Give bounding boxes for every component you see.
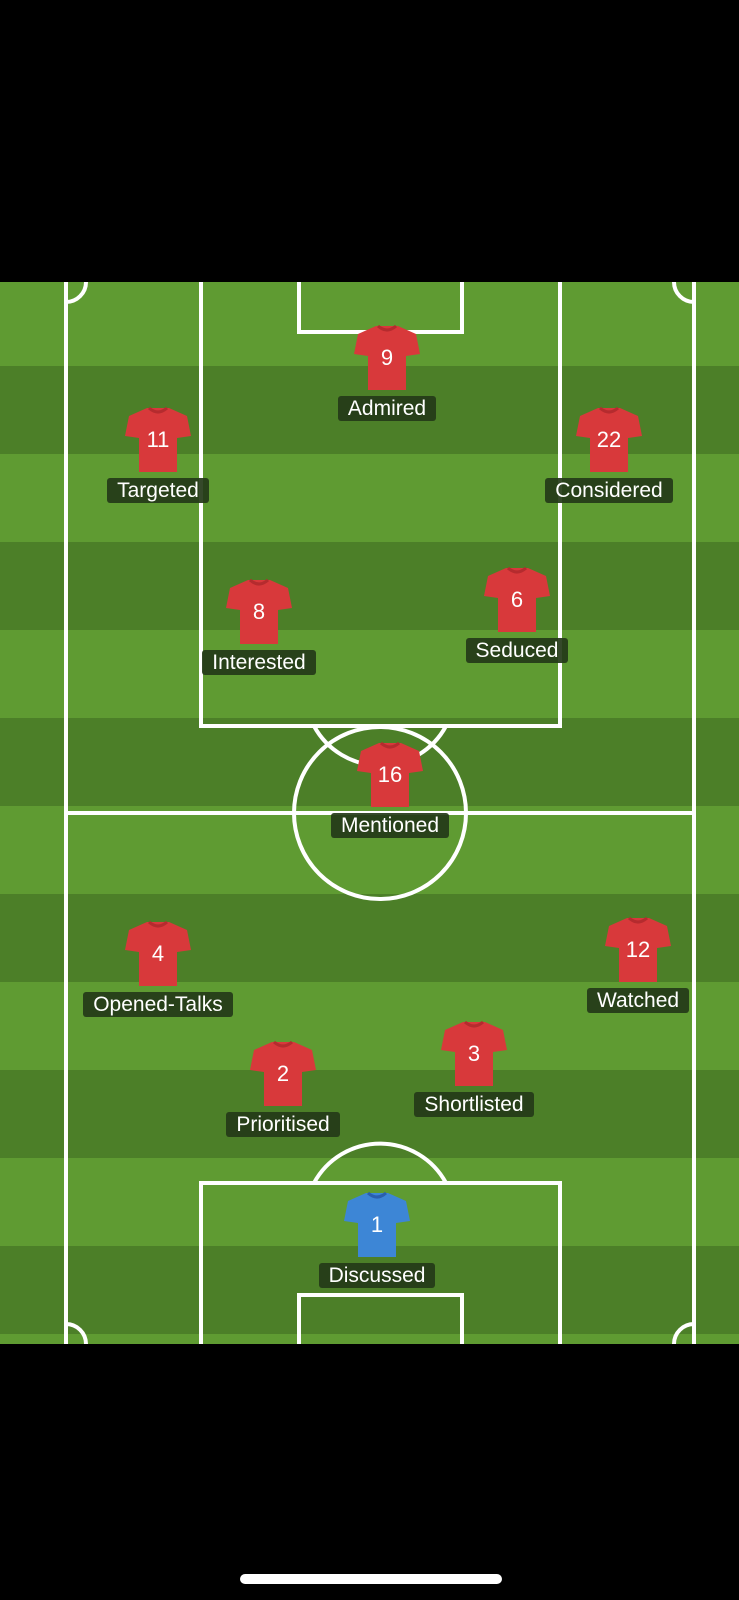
shirt-number: 4 [151,941,165,966]
corner-arc-bottom-left [65,1322,88,1344]
shirt-icon: 1 [344,1191,410,1259]
player-mentioned: 16 Mentioned [305,741,475,838]
shirt-number: 12 [625,937,651,962]
player-shortlisted: 3 Shortlisted [389,1020,559,1117]
corner-arc-bottom-right [672,1322,695,1344]
player-label: Targeted [107,478,209,503]
corner-arc-top-left [65,282,88,304]
player-considered: 22 Considered [524,406,694,503]
football-pitch: 9 Admired 11 Targeted 22 Considered 8 Intereste… [0,282,739,1344]
shirt-number: 3 [467,1041,481,1066]
shirt-icon: 6 [484,566,550,634]
shirt-icon: 3 [441,1020,507,1088]
corner-arc-top-right [672,282,695,304]
player-prioritised: 2 Prioritised [198,1040,368,1137]
player-label: Considered [545,478,673,503]
player-admired: 9 Admired [302,324,472,421]
player-label: Seduced [465,638,569,663]
shirt-icon: 11 [125,406,191,474]
shirt-icon: 16 [357,741,423,809]
player-label: Mentioned [330,813,450,838]
player-opened-talks: 4 Opened-Talks [73,920,243,1017]
shirt-icon: 8 [226,578,292,646]
shirt-number: 1 [370,1212,384,1237]
shirt-icon: 4 [125,920,191,988]
player-label: Opened-Talks [83,992,233,1017]
pitch-markings [0,282,739,1344]
home-indicator[interactable] [240,1574,502,1584]
player-label: Interested [202,650,316,675]
player-label: Discussed [318,1263,436,1288]
player-label: Shortlisted [414,1092,534,1117]
pitch-stripe [0,630,739,718]
pitch-stripe [0,542,739,630]
bottom-penalty-box [199,1181,562,1344]
player-targeted: 11 Targeted [73,406,243,503]
shirt-icon: 22 [576,406,642,474]
shirt-number: 6 [510,587,524,612]
shirt-number: 9 [380,345,394,370]
shirt-icon: 12 [605,916,671,984]
player-seduced: 6 Seduced [432,566,602,663]
player-interested: 8 Interested [174,578,344,675]
player-label: Admired [337,396,437,421]
pitch-stripe [0,1246,739,1334]
bottom-goal-box [297,1293,464,1344]
pitch-stripe [0,1334,739,1344]
shirt-number: 11 [146,427,170,452]
shirt-number: 2 [276,1061,290,1086]
player-watched: 12 Watched [553,916,723,1013]
shirt-number: 8 [252,599,266,624]
shirt-icon: 9 [354,324,420,392]
player-label: Prioritised [226,1112,340,1137]
bottom-penalty-arc [312,1141,448,1184]
shirt-number: 22 [596,427,622,452]
shirt-icon: 2 [250,1040,316,1108]
shirt-number: 16 [377,762,403,787]
player-discussed: 1 Discussed [292,1191,462,1288]
player-label: Watched [586,988,690,1013]
